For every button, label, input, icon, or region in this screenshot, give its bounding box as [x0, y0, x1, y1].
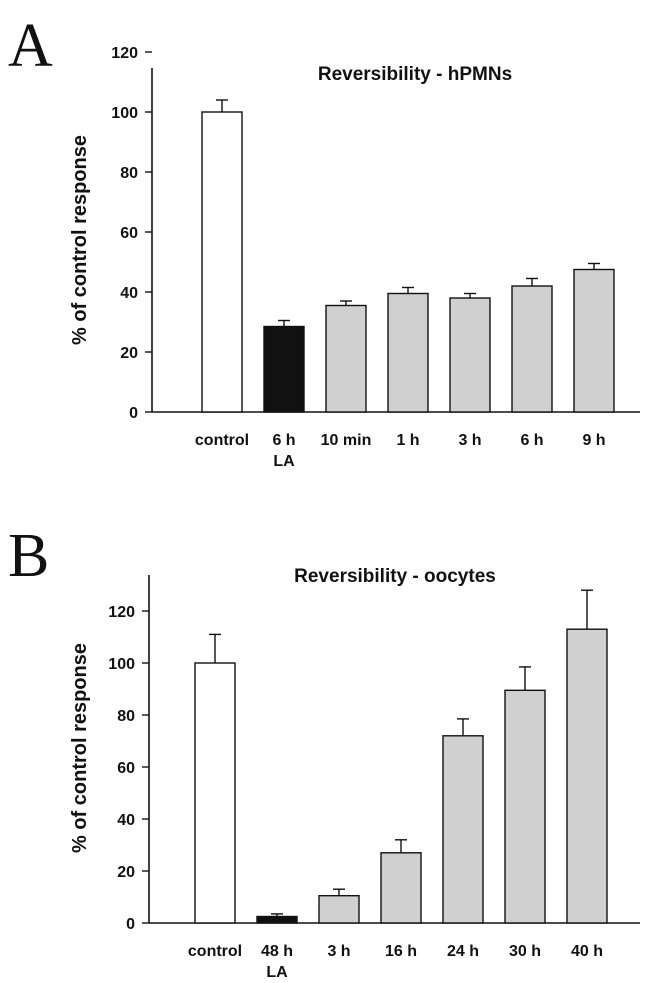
panel-a-y-tick-label: 40: [120, 285, 138, 302]
panel-a-title: Reversibility - hPMNs: [318, 64, 512, 85]
panel-b-bar: [504, 689, 546, 924]
panel-b-title: Reversibility - oocytes: [294, 566, 496, 587]
panel-b-bar: [194, 662, 236, 924]
panel-b-category-label: 24 h: [447, 943, 479, 960]
panel-a-y-tick-label: 120: [111, 45, 138, 62]
panel-b-bar: [442, 735, 484, 924]
panel-a-y-tick-label: 80: [120, 165, 138, 182]
panel-a-bar: [201, 111, 243, 413]
panel-b-bar: [256, 915, 298, 924]
panel-b-category-label: LA: [266, 964, 288, 981]
panel-a-bar: [263, 325, 305, 413]
panel-b-category-label: 3 h: [327, 943, 350, 960]
panel-b-y-tick-label: 60: [117, 760, 135, 777]
panel-a-bar: [325, 304, 367, 413]
panel-b-category-label: 16 h: [385, 943, 417, 960]
panel-b-bar: [566, 628, 608, 924]
panel-b-bar: [380, 852, 422, 924]
panel-a-y-tick-label: 0: [129, 405, 138, 422]
panel-a-letter: A: [8, 12, 53, 80]
panel-a-y-axis-label: % of control response: [69, 135, 91, 345]
panel-b-y-tick-label: 100: [108, 656, 135, 673]
panel-b-y-axis-label: % of control response: [69, 643, 91, 853]
panel-a-y-tick-label: 60: [120, 225, 138, 242]
panel-b-letter: B: [8, 522, 49, 590]
panel-a-category-label: control: [195, 432, 249, 449]
panel-b-y-tick-label: 40: [117, 812, 135, 829]
panel-b-bar: [318, 895, 360, 924]
panel-b-y-tick-label: 120: [108, 604, 135, 621]
panel-a-y-tick-label: 20: [120, 345, 138, 362]
panel-b-y-tick-label: 20: [117, 864, 135, 881]
panel-a-category-label: 10 min: [321, 432, 372, 449]
panel-a-category-label: 1 h: [396, 432, 419, 449]
panel-a-bar: [387, 292, 429, 413]
panel-a-category-label: 6 h: [520, 432, 543, 449]
panel-b-category-label: 40 h: [571, 943, 603, 960]
panel-a-category-label: 6 h: [272, 432, 295, 449]
panel-b-y-tick-label: 0: [126, 916, 135, 933]
panel-b-category-label: 30 h: [509, 943, 541, 960]
panel-a-bar: [573, 268, 615, 413]
panel-a-bar: [511, 285, 553, 413]
panel-a-bar: [449, 297, 491, 413]
panel-b-category-label: control: [188, 943, 242, 960]
panel-b-y-tick-label: 80: [117, 708, 135, 725]
panel-b-category-label: 48 h: [261, 943, 293, 960]
panel-a-category-label: LA: [273, 453, 295, 470]
panel-a-y-tick-label: 100: [111, 105, 138, 122]
panel-a: A Reversibility - hPMNs % of control res…: [8, 12, 640, 470]
panel-a-category-label: 9 h: [582, 432, 605, 449]
panel-a-category-label: 3 h: [458, 432, 481, 449]
panel-b: B Reversibility - oocytes % of control r…: [8, 522, 640, 981]
